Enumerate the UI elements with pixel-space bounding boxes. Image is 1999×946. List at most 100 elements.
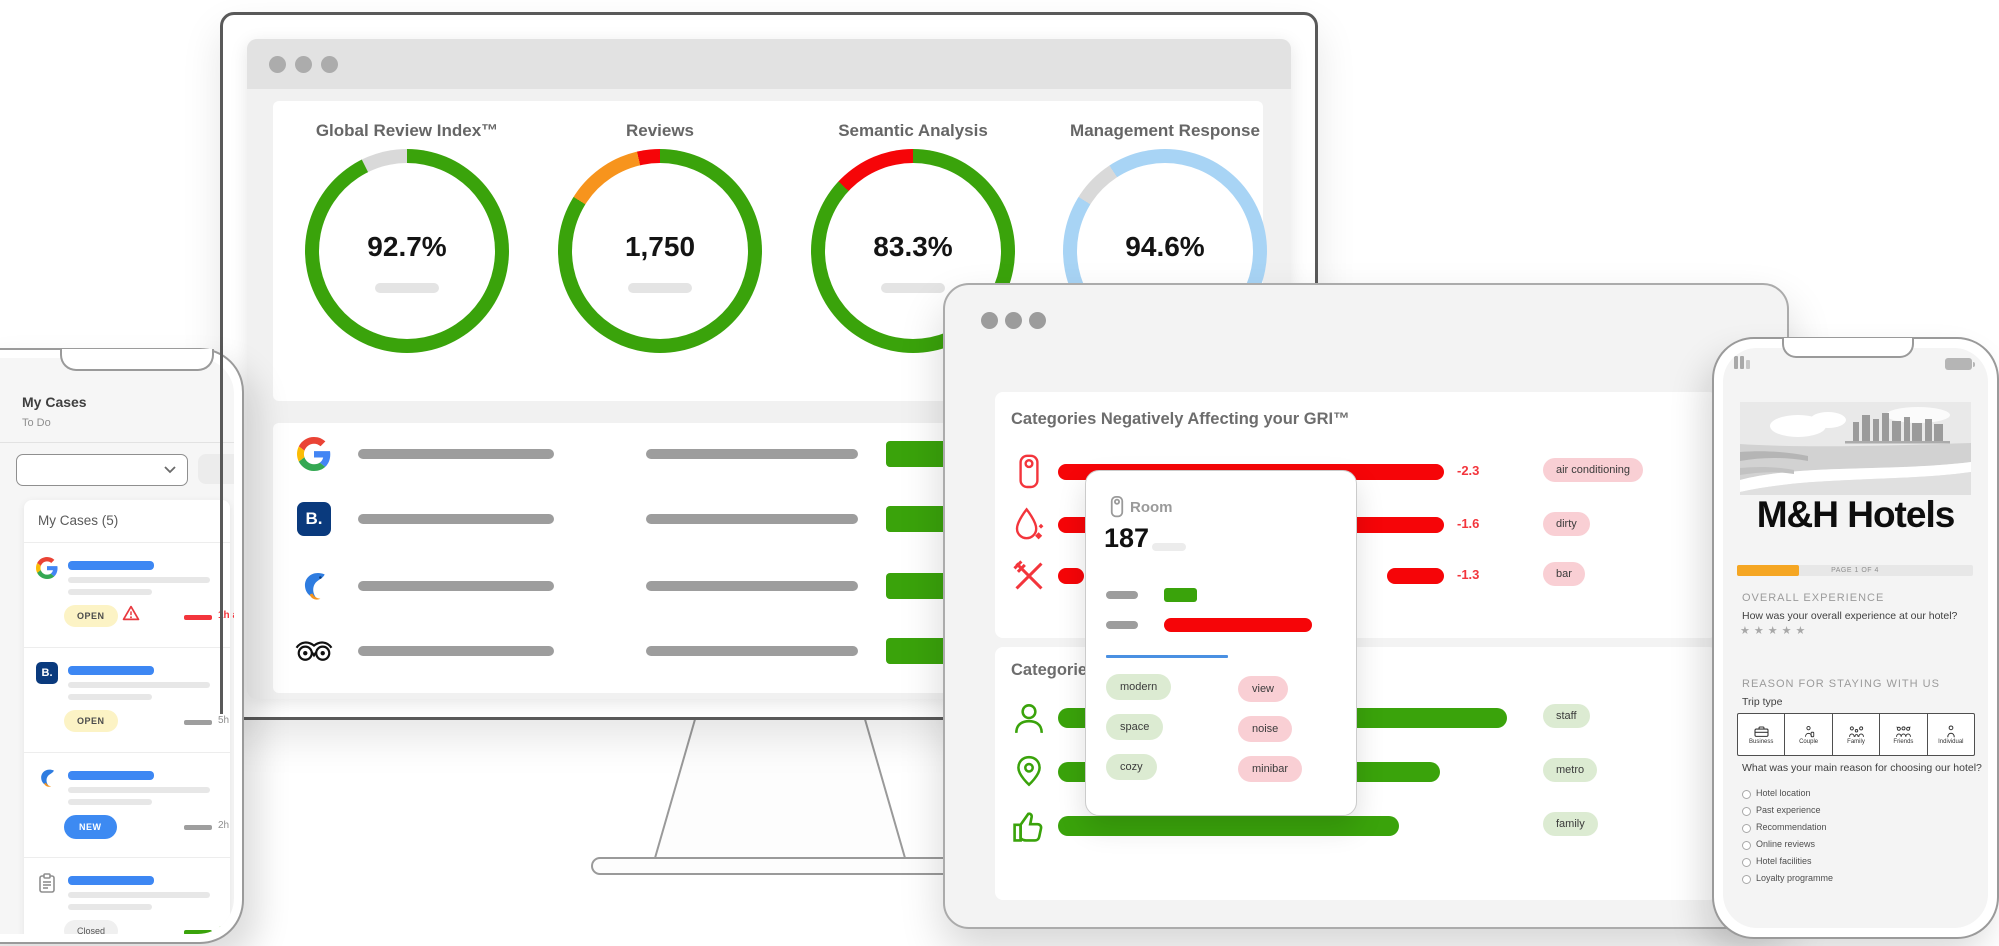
radio-label: Hotel facilities	[1756, 856, 1812, 866]
case-time: On Time	[218, 925, 234, 934]
window-dot-icon	[295, 56, 312, 73]
window-dot-icon	[1029, 312, 1046, 329]
status-badge: Closed	[64, 920, 119, 934]
metric-global-review-index: Global Review Index™ 92.7%	[305, 101, 509, 401]
radio-icon	[1742, 841, 1751, 850]
tag-chip[interactable]: space	[1106, 714, 1164, 740]
case-line-placeholder	[68, 589, 152, 595]
radio-label: Online reviews	[1756, 839, 1816, 849]
door-hanger-icon	[1110, 495, 1124, 518]
dolphin-logo-icon	[304, 572, 325, 600]
trip-type-label: Family	[1847, 738, 1865, 745]
metric-title: Management Response	[1070, 121, 1260, 140]
tag-chip[interactable]: family	[1543, 812, 1598, 836]
panel-title: Categories Negatively Affecting your GRI…	[1011, 410, 1350, 428]
radio-icon	[1742, 790, 1751, 799]
radio-label: Past experience	[1756, 805, 1821, 815]
metric-reviews: Reviews 1,750	[558, 101, 762, 401]
trip-type-family[interactable]: Family	[1833, 714, 1881, 755]
case-item-trip[interactable]: NEW 2h	[24, 752, 230, 858]
case-line-placeholder	[68, 682, 210, 688]
tag-chip[interactable]: noise	[1238, 716, 1293, 742]
couple-icon	[1805, 725, 1815, 737]
case-filter-select[interactable]	[16, 454, 188, 486]
tag-chip[interactable]: modern	[1106, 674, 1172, 700]
tag-chip[interactable]: staff	[1543, 704, 1590, 728]
case-title-placeholder	[68, 666, 154, 675]
trip-type-business[interactable]: Business	[1738, 714, 1786, 755]
phone-notch	[60, 349, 214, 371]
door-hanger-icon	[1019, 454, 1039, 489]
divider	[0, 442, 234, 443]
progress-fill	[1737, 565, 1799, 576]
case-time: 1h ago	[218, 610, 234, 621]
tag-chip[interactable]: air conditioning	[1543, 458, 1643, 482]
metric-value: 94.6%	[1125, 231, 1205, 262]
page-subtitle: To Do	[22, 417, 51, 429]
trip-type-friends[interactable]: Friends	[1880, 714, 1928, 755]
tag-chip[interactable]: view	[1238, 676, 1289, 702]
trip-type-individual[interactable]: Individual	[1928, 714, 1974, 755]
phone-right-screen: M&H Hotels PAGE 1 OF 4 OVERALL EXPERIENC…	[1723, 348, 1988, 928]
browser-titlebar	[247, 39, 1291, 89]
score-bar-placeholder	[358, 514, 554, 524]
metric-value: 83.3%	[873, 231, 953, 262]
star-rating[interactable]: ★★★★★	[1740, 625, 1810, 637]
case-title-placeholder	[68, 876, 154, 885]
survey-question: What was your main reason for choosing o…	[1742, 762, 1982, 774]
chevron-down-icon	[164, 466, 176, 474]
case-line-placeholder	[68, 892, 210, 898]
bar-value: -1.6	[1457, 516, 1480, 531]
popup-positive-bar	[1164, 588, 1197, 602]
legend-placeholder	[1106, 591, 1138, 599]
trip-type-label: Couple	[1799, 738, 1819, 745]
case-time: 2h	[218, 820, 230, 831]
clipboard-icon	[39, 873, 55, 893]
monitor-frame-edge	[220, 350, 223, 714]
radio-icon	[1742, 824, 1751, 833]
case-item-booking[interactable]: B. OPEN 5h	[24, 647, 230, 753]
tag-chip[interactable]: cozy	[1106, 754, 1157, 780]
popup-category-label: Room	[1130, 499, 1173, 516]
trip-type-couple[interactable]: Couple	[1785, 714, 1833, 755]
tag-chip[interactable]: metro	[1543, 758, 1598, 782]
bar-value: -1.3	[1457, 567, 1480, 582]
section-heading: OVERALL EXPERIENCE	[1742, 592, 1885, 604]
metric-value: 92.7%	[367, 231, 447, 262]
score-bar-placeholder	[646, 581, 858, 591]
score-bar-placeholder	[358, 646, 554, 656]
housekeeping-drop-icon	[1015, 507, 1044, 540]
tag-chip[interactable]: dirty	[1543, 512, 1590, 536]
tag-chip[interactable]: bar	[1543, 562, 1585, 586]
sla-line	[184, 930, 212, 934]
progress-page-label: PAGE 1 OF 4	[1831, 567, 1879, 574]
dashboard-body: Global Review Index™ 92.7% Reviews 1,750	[247, 89, 1291, 699]
case-line-placeholder	[68, 904, 152, 910]
sla-line	[184, 825, 212, 830]
negative-bar	[1387, 568, 1444, 584]
booking-logo-icon: B.	[36, 662, 58, 684]
score-bar-placeholder	[646, 514, 858, 524]
popup-negative-bar	[1164, 618, 1312, 632]
warning-icon	[122, 605, 140, 621]
case-item-google[interactable]: OPEN 1h ago	[24, 542, 234, 648]
radio-icon	[1742, 858, 1751, 867]
hotel-brand-title: M&H Hotels	[1756, 494, 1956, 535]
location-pin-icon	[1017, 755, 1041, 787]
popup-count: 187	[1104, 523, 1150, 553]
dolphin-logo-icon	[41, 769, 54, 787]
tag-chip[interactable]: minibar	[1238, 756, 1303, 782]
score-bar-placeholder	[646, 449, 858, 459]
case-item-survey[interactable]: Closed On Time	[24, 857, 234, 934]
phone-left: My Cases To Do My Cases (5)	[0, 348, 244, 944]
trip-type-label: Trip type	[1742, 696, 1783, 708]
donut-chart-reviews: 1,750	[558, 149, 762, 353]
trip-type-label: Friends	[1893, 738, 1914, 745]
beach-illustration	[1740, 402, 1971, 495]
case-title-placeholder	[68, 771, 154, 780]
metric-title: Global Review Index™	[315, 121, 499, 140]
donut-chart-gri: 92.7%	[305, 149, 509, 353]
status-badge: OPEN	[64, 605, 118, 627]
filter-button-partial[interactable]	[198, 454, 234, 484]
